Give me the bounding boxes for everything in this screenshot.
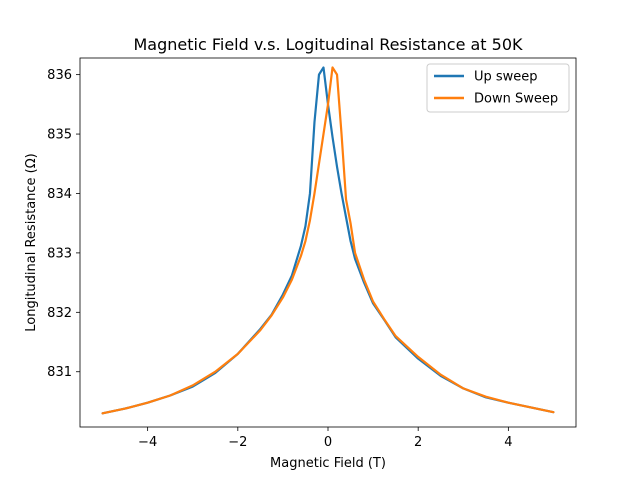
y-tick-label: 836 <box>47 68 72 83</box>
x-tick-label: −2 <box>228 435 247 450</box>
x-axis: −4 −2 0 2 4 <box>138 427 513 450</box>
series-line-down-sweep <box>101 66 555 415</box>
y-tick-label: 832 <box>47 306 72 321</box>
y-tick-label: 835 <box>47 128 72 143</box>
y-tick-label: 834 <box>47 187 72 202</box>
y-axis: 831 832 833 834 835 836 <box>47 68 80 380</box>
legend: Up sweep Down Sweep <box>426 63 570 113</box>
x-tick-label: 4 <box>504 435 512 450</box>
y-tick-label: 833 <box>47 246 72 261</box>
chart-title: Magnetic Field v.s. Logitudinal Resistan… <box>133 35 523 54</box>
y-axis-label: Longitudinal Resistance (Ω) <box>24 153 39 331</box>
x-tick-label: 2 <box>414 435 422 450</box>
plot-lines <box>101 66 555 415</box>
x-tick-label: 0 <box>324 435 332 450</box>
x-tick-label: −4 <box>138 435 157 450</box>
legend-label-up-sweep: Up sweep <box>474 70 538 85</box>
legend-label-down-sweep: Down Sweep <box>474 92 558 107</box>
y-tick-label: 831 <box>47 365 72 380</box>
x-axis-label: Magnetic Field (T) <box>270 456 386 471</box>
